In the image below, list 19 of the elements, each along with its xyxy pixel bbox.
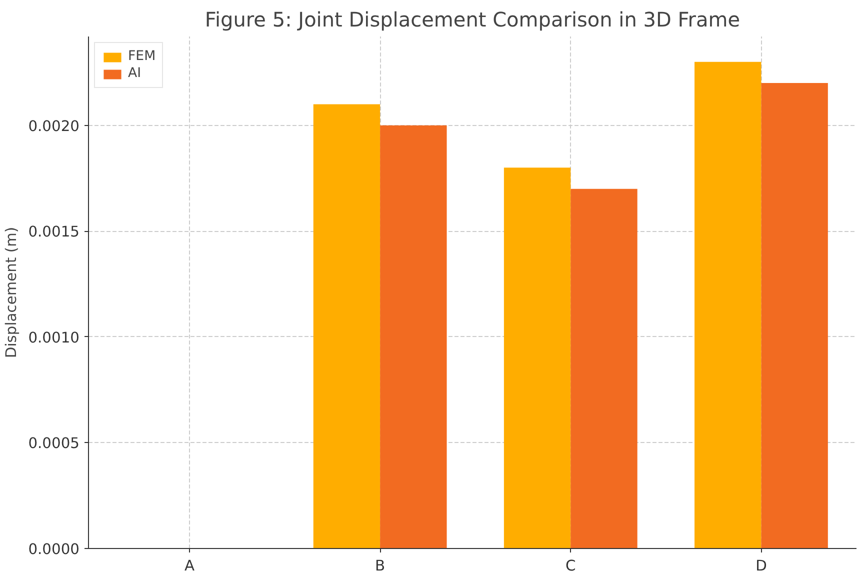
y-tick-label: 0.0000 <box>28 541 80 558</box>
x-tick-label: B <box>375 558 386 574</box>
bar <box>504 168 571 548</box>
x-tick-label: A <box>184 558 195 574</box>
bar <box>570 188 638 548</box>
legend-label: AI <box>128 66 142 81</box>
x-tick-label: C <box>566 558 576 574</box>
bar <box>380 125 447 548</box>
bar <box>761 83 828 548</box>
y-axis-title: Displacement (m) <box>3 226 20 358</box>
x-tick-label: D <box>756 558 767 574</box>
bar <box>694 62 762 548</box>
bar <box>313 104 380 548</box>
y-tick-label: 0.0005 <box>28 435 80 452</box>
y-tick-label: 0.0020 <box>28 118 80 135</box>
chart-title: Figure 5: Joint Displacement Comparison in 3D Frame <box>204 8 740 32</box>
legend-label: FEM <box>128 49 156 64</box>
y-tick-label: 0.0015 <box>28 224 80 241</box>
y-tick-label: 0.0010 <box>28 329 80 346</box>
